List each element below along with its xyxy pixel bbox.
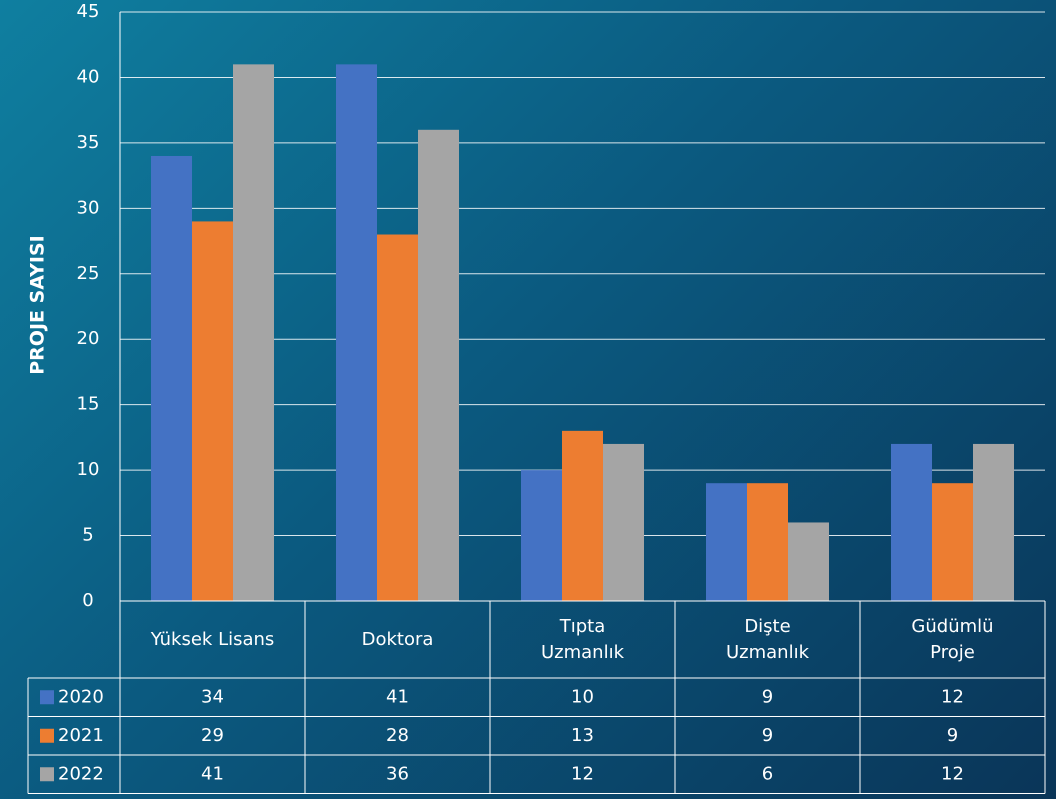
bar [377, 234, 418, 601]
table-value: 12 [941, 763, 964, 784]
y-tick-label: 10 [77, 459, 100, 480]
table-value: 36 [386, 763, 409, 784]
category-label: Dişte Uzmanlık [725, 615, 810, 663]
category-label: Güdümlü Proje [911, 615, 994, 663]
bar [706, 483, 747, 601]
bar [521, 470, 562, 601]
table-value: 10 [571, 686, 594, 707]
bar [603, 443, 644, 601]
bar [418, 129, 459, 602]
legend-key [40, 767, 54, 782]
category-label: Tıpta Uzmanlık [540, 615, 625, 663]
y-tick-label: 25 [77, 263, 100, 284]
bar [233, 64, 274, 602]
y-tick-label: 30 [77, 197, 100, 218]
legend-label: 2022 [58, 763, 104, 784]
table-value: 9 [762, 686, 773, 707]
bar [336, 64, 377, 602]
table-value: 29 [201, 725, 224, 746]
legend-label: 2021 [58, 725, 104, 746]
table-value: 41 [201, 763, 224, 784]
y-tick-label: 40 [77, 66, 100, 87]
table-value: 13 [571, 725, 594, 746]
y-tick-label: 0 [82, 590, 93, 611]
legend-key [40, 728, 54, 743]
table-value: 34 [201, 686, 224, 707]
bar [562, 430, 603, 601]
bar [788, 522, 829, 601]
bar [192, 221, 233, 601]
category-label: Doktora [361, 628, 434, 650]
y-tick-label: 45 [77, 1, 100, 22]
bar [973, 443, 1014, 601]
legend-key [40, 690, 54, 705]
table-value: 12 [941, 686, 964, 707]
legend-label: 2020 [58, 686, 104, 707]
y-tick-label: 5 [82, 525, 93, 546]
table-value: 6 [762, 763, 773, 784]
table-value: 9 [762, 725, 773, 746]
y-axis-label: PROJE SAYISI [27, 235, 49, 375]
bar [932, 483, 973, 601]
y-tick-label: 15 [77, 394, 100, 415]
table-value: 41 [386, 686, 409, 707]
bar [747, 483, 788, 601]
table-value: 9 [947, 725, 958, 746]
table-value: 12 [571, 763, 594, 784]
y-tick-label: 35 [77, 132, 100, 153]
y-tick-label: 20 [77, 328, 100, 349]
category-label: Yüksek Lisans [150, 628, 275, 650]
bar [151, 155, 192, 601]
bar [891, 443, 932, 601]
table-value: 28 [386, 725, 409, 746]
